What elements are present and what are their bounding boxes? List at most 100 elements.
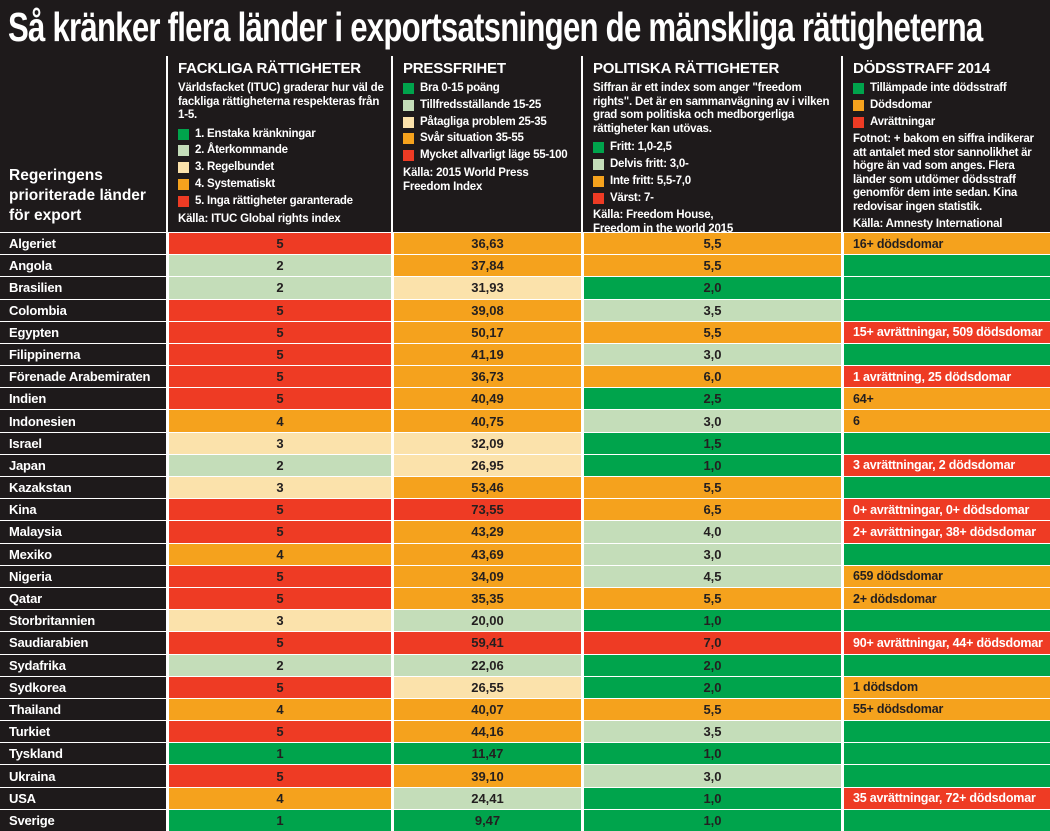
death-penalty-cell: 3 avrättningar, 2 dödsdomar — [844, 454, 1050, 477]
legend-label: Avrättningar — [870, 115, 935, 128]
country-label: Indien — [0, 388, 166, 410]
death-penalty-cell: 90+ avrättningar, 44+ dödsdomar — [844, 632, 1050, 654]
press-value-cell: 53,46 — [394, 477, 581, 499]
legend-label: Tillämpade inte dödsstraff — [870, 82, 1007, 94]
death-penalty-cell: 1 dödsdom — [844, 676, 1050, 698]
pol-value-cell: 5,5 — [584, 587, 841, 610]
ituc-value-cell: 3 — [169, 477, 391, 499]
press-value-cell: 26,55 — [394, 676, 581, 698]
death-penalty-cell — [844, 765, 1050, 787]
press-value-cell: 31,93 — [394, 277, 581, 299]
legend-swatch-icon — [178, 162, 189, 174]
legend-swatch-icon — [593, 175, 604, 187]
column-title: DÖDSSTRAFF 2014 — [853, 60, 991, 77]
legend-label: Fritt: 1,0-2,5 — [610, 141, 672, 154]
country-label: Kazakstan — [0, 477, 166, 499]
ituc-value-cell: 4 — [169, 698, 391, 721]
country-label: Ukraina — [0, 765, 166, 787]
country-label: Saudiarabien — [0, 632, 166, 654]
death-penalty-cell: 35 avrättningar, 72+ dödsdomar — [844, 787, 1050, 809]
death-penalty-cell: 2+ dödsdomar — [844, 587, 1050, 610]
country-label: Algeriet — [0, 233, 166, 255]
death-penalty-cell — [844, 654, 1050, 676]
death-penalty-cell: 0+ avrättningar, 0+ dödsdomar — [844, 499, 1050, 521]
ituc-value-cell: 5 — [169, 366, 391, 388]
death-penalty-cell: 15+ avrättningar, 509 dödsdomar — [844, 321, 1050, 343]
column-title: PRESSFRIHET — [403, 60, 506, 77]
ituc-value-cell: 1 — [169, 809, 391, 831]
country-label: Thailand — [0, 698, 166, 721]
death-penalty-cell — [844, 299, 1050, 321]
column-description: Världsfacket (ITUC) graderar hur väl de … — [178, 82, 384, 122]
death-penalty-cell: 659 dödsdomar — [844, 565, 1050, 587]
death-penalty-cell — [844, 610, 1050, 632]
column-divider — [581, 56, 583, 232]
legend-label: 2. Återkommande — [195, 144, 288, 157]
press-value-cell: 34,09 — [394, 565, 581, 587]
pol-value-cell: 6,0 — [584, 366, 841, 388]
press-value-cell: 37,84 — [394, 255, 581, 277]
country-label: Angola — [0, 255, 166, 277]
press-value-cell: 44,16 — [394, 721, 581, 743]
ituc-value-cell: 5 — [169, 343, 391, 366]
ituc-value-cell: 5 — [169, 721, 391, 743]
press-value-cell: 9,47 — [394, 809, 581, 831]
legend-swatch-icon — [403, 116, 414, 128]
page-title: Så kränker flera länder i exportsatsning… — [8, 3, 983, 50]
legend-label: Svår situation 35-55 — [420, 132, 524, 145]
death-penalty-cell — [844, 543, 1050, 565]
column-source: Källa: Freedom House, Freedom in the wor… — [593, 209, 734, 232]
legend-label: Dödsdomar — [870, 98, 932, 111]
legend-item: 1. Enstaka kränkningar — [178, 128, 385, 142]
country-label: Kina — [0, 499, 166, 521]
legend-swatch-icon — [403, 150, 414, 162]
ituc-value-cell: 5 — [169, 632, 391, 654]
ituc-value-cell: 5 — [169, 299, 391, 321]
ituc-value-cell: 5 — [169, 233, 391, 255]
death-penalty-cell — [844, 477, 1050, 499]
death-penalty-cell — [844, 255, 1050, 277]
pol-value-cell: 1,0 — [584, 743, 841, 765]
pol-value-cell: 5,5 — [584, 321, 841, 343]
press-value-cell: 43,69 — [394, 543, 581, 565]
legend-swatch-icon — [178, 128, 189, 140]
legend-label: 1. Enstaka kränkningar — [195, 127, 316, 140]
legend-label: Mycket allvarligt läge 55-100 — [420, 149, 568, 162]
ituc-value-cell: 5 — [169, 676, 391, 698]
press-value-cell: 11,47 — [394, 743, 581, 765]
country-label: Sydafrika — [0, 654, 166, 676]
pol-value-cell: 1,0 — [584, 809, 841, 831]
death-penalty-cell: 64+ — [844, 388, 1050, 410]
ituc-value-cell: 5 — [169, 321, 391, 343]
country-label: Brasilien — [0, 277, 166, 299]
pol-value-cell: 1,0 — [584, 787, 841, 809]
legend-item: Fritt: 1,0-2,5 — [593, 141, 835, 155]
press-value-cell: 43,29 — [394, 521, 581, 543]
legend-label: Värst: 7- — [610, 191, 654, 204]
legend-swatch-icon — [403, 83, 414, 94]
country-label: Sverige — [0, 809, 166, 831]
ituc-value-cell: 4 — [169, 543, 391, 565]
legend-swatch-icon — [593, 142, 604, 154]
pol-value-cell: 5,5 — [584, 698, 841, 721]
table-header: Regeringens prioriterade länder för expo… — [0, 54, 1050, 232]
legend-item: Delvis fritt: 3,0- — [593, 158, 835, 172]
legend-swatch-icon — [593, 192, 604, 204]
data-table: Algeriet 5 36,63 5,5 16+ dödsdomar Angola 2 37,… — [0, 232, 1050, 831]
ituc-value-cell: 5 — [169, 765, 391, 787]
column-source: Källa: ITUC Global rights index — [178, 212, 341, 225]
death-penalty-cell: 16+ dödsdomar — [844, 233, 1050, 255]
legend-label: 4. Systematiskt — [195, 178, 275, 191]
column-divider — [166, 56, 168, 232]
legend-swatch-icon — [403, 99, 414, 111]
legend-item: Påtagliga problem 25-35 — [403, 116, 575, 130]
legend-label: Delvis fritt: 3,0- — [610, 158, 689, 171]
press-value-cell: 50,17 — [394, 321, 581, 343]
death-penalty-cell: 6 — [844, 410, 1050, 432]
country-label: Storbritannien — [0, 610, 166, 632]
press-value-cell: 59,41 — [394, 632, 581, 654]
pol-value-cell: 5,5 — [584, 477, 841, 499]
legend-item: Avrättningar — [853, 116, 1044, 130]
column-source: Källa: 2015 World Press Freedom Index — [403, 166, 529, 193]
